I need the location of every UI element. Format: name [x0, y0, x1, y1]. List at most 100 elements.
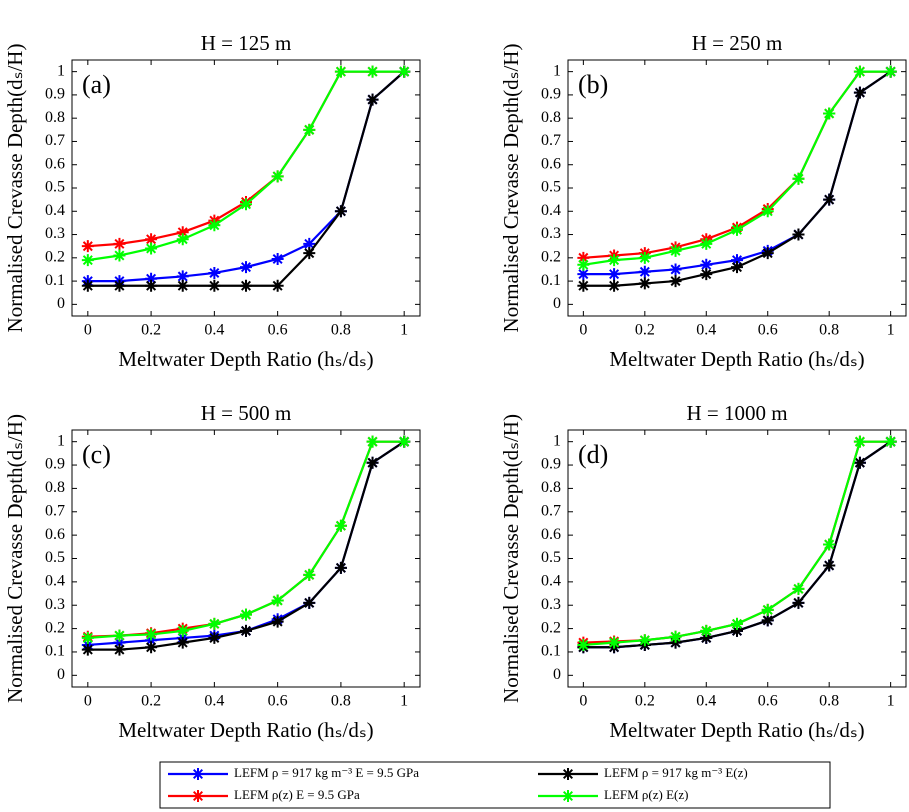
y-tick-label: 0.8 — [45, 109, 65, 126]
y-tick-label: 0.2 — [541, 248, 561, 265]
marker — [823, 193, 836, 206]
chart-title: H = 500 m — [201, 401, 292, 425]
marker — [366, 435, 379, 448]
y-axis-label: Normalised Crevasse Depth(dₛ/H) — [499, 414, 523, 703]
y-tick-label: 0 — [57, 295, 65, 312]
marker — [303, 237, 316, 250]
series — [577, 65, 897, 271]
marker — [334, 519, 347, 532]
legend-label: LEFM ρ = 917 kg m⁻³ E = 9.5 GPa — [234, 765, 419, 780]
x-tick-label: 0.6 — [758, 693, 778, 710]
x-tick-label: 0.8 — [819, 322, 839, 339]
marker — [700, 268, 713, 281]
marker — [176, 270, 189, 283]
marker — [113, 237, 126, 250]
marker — [240, 608, 252, 621]
marker — [823, 559, 836, 572]
marker — [366, 65, 379, 78]
marker — [608, 636, 621, 649]
marker — [303, 596, 316, 609]
y-tick-label: 0.5 — [541, 179, 561, 196]
panel-label: (c) — [82, 440, 111, 469]
y-tick-label: 0.9 — [541, 456, 561, 473]
series — [577, 65, 897, 281]
marker — [176, 624, 189, 637]
x-tick-label: 0.4 — [696, 693, 716, 710]
y-tick-label: 0.4 — [541, 573, 561, 590]
marker — [176, 233, 189, 246]
marker — [608, 268, 621, 281]
y-tick-label: 1 — [57, 432, 65, 449]
marker — [577, 251, 590, 264]
y-tick-label: 0.6 — [45, 526, 65, 543]
marker — [853, 435, 866, 448]
series-line — [583, 70, 892, 276]
y-tick-label: 0.7 — [45, 502, 65, 519]
marker — [240, 279, 252, 292]
series — [81, 65, 411, 267]
x-tick-label: 1 — [887, 693, 895, 710]
x-tick-label: 0.6 — [758, 322, 778, 339]
y-tick-label: 0 — [553, 666, 561, 683]
y-tick-label: 0.8 — [541, 109, 561, 126]
y-tick-label: 0.1 — [45, 272, 65, 289]
series — [81, 65, 411, 253]
marker — [271, 252, 284, 265]
x-tick-label: 0.6 — [268, 322, 288, 339]
series-line — [87, 70, 405, 262]
y-tick-label: 0.6 — [541, 155, 561, 172]
legend-box — [159, 761, 831, 809]
marker — [334, 65, 347, 78]
marker — [271, 279, 284, 292]
y-tick-label: 0.2 — [45, 619, 65, 636]
marker — [145, 242, 158, 255]
series — [577, 435, 897, 649]
x-tick-label: 0.2 — [141, 693, 161, 710]
marker — [669, 630, 682, 643]
marker — [669, 263, 682, 276]
marker — [700, 258, 713, 271]
panel-label: (d) — [578, 440, 608, 469]
y-tick-label: 0.9 — [45, 86, 65, 103]
marker — [577, 258, 590, 271]
series-line — [583, 440, 891, 644]
y-tick-label: 0.3 — [541, 225, 561, 242]
x-tick-label: 0.6 — [268, 693, 288, 710]
marker — [240, 261, 252, 274]
marker — [853, 456, 866, 469]
marker — [271, 170, 284, 183]
x-tick-label: 1 — [887, 322, 895, 339]
y-axis-label: Normalised Crevasse Depth(dₛ/H) — [499, 44, 523, 333]
marker — [113, 629, 126, 642]
marker — [176, 226, 189, 239]
legend-label: LEFM ρ = 917 kg m⁻³ E(z) — [604, 765, 748, 780]
x-tick-label: 0.8 — [331, 322, 351, 339]
y-tick-label: 1 — [57, 62, 65, 79]
marker — [208, 279, 221, 292]
y-tick-label: 0.5 — [45, 179, 65, 196]
marker — [113, 643, 126, 656]
marker — [303, 247, 316, 260]
y-axis-label: Normalised Crevasse Depth(dₛ/H) — [3, 44, 27, 333]
y-tick-label: 0.7 — [541, 502, 561, 519]
marker — [176, 636, 189, 649]
series — [81, 65, 411, 292]
y-tick-label: 0.3 — [45, 225, 65, 242]
marker — [853, 86, 866, 99]
marker — [208, 266, 221, 279]
y-tick-label: 0.5 — [45, 549, 65, 566]
marker — [823, 107, 836, 120]
marker — [113, 279, 126, 292]
marker — [303, 568, 316, 581]
y-tick-label: 0.3 — [45, 596, 65, 613]
marker — [176, 279, 189, 292]
y-tick-label: 0 — [553, 295, 561, 312]
panel-label: (a) — [82, 70, 111, 99]
y-tick-label: 0.4 — [45, 202, 65, 219]
x-tick-label: 0.4 — [696, 322, 716, 339]
marker — [271, 615, 284, 628]
y-tick-label: 1 — [553, 62, 561, 79]
marker — [208, 219, 221, 232]
marker — [731, 617, 743, 630]
y-tick-label: 0.6 — [541, 526, 561, 543]
